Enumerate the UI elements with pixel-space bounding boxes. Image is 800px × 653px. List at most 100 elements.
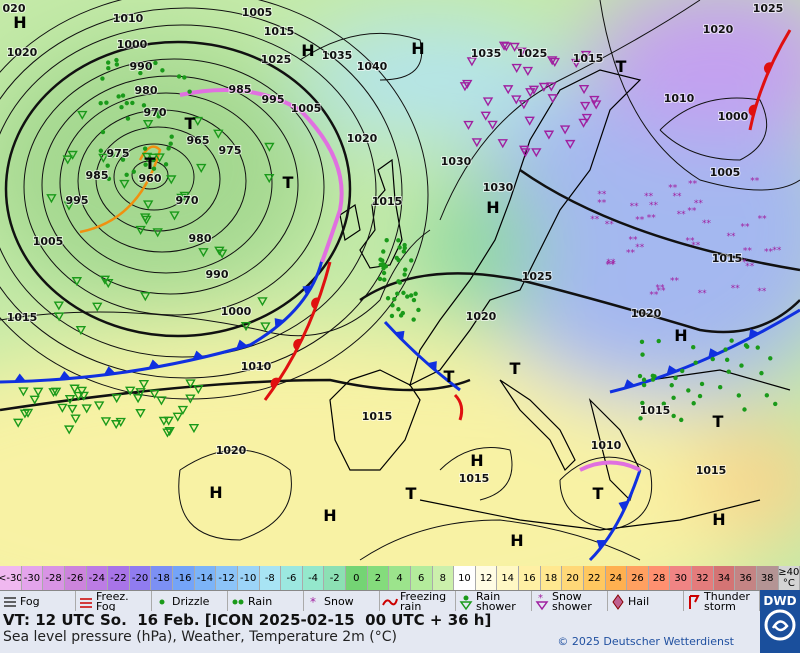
shower-symbol	[12, 418, 24, 428]
weather-symbols: ****************************************…	[12, 41, 782, 438]
rain-symbol	[723, 347, 728, 352]
rain-symbol	[141, 103, 147, 108]
shower-symbol	[64, 395, 76, 405]
shower-symbol	[75, 325, 87, 336]
temperature-cell: ≥40 °C	[778, 566, 800, 590]
rain-symbol	[382, 264, 387, 269]
snow-symbol: **	[635, 243, 645, 253]
isobar	[0, 229, 431, 337]
shower-symbol	[103, 278, 114, 289]
rain-symbol	[147, 64, 152, 69]
temperature-cell: -6	[281, 566, 303, 590]
isobar	[0, 378, 471, 412]
shower-symbol	[135, 409, 146, 419]
shower-symbol	[139, 213, 151, 223]
symbol-legend-item: Fog	[0, 591, 76, 612]
snow-symbol: **	[738, 258, 748, 268]
pressure-center: T	[406, 484, 417, 503]
symbol-label: Freez. Fog	[96, 589, 129, 613]
snow-symbol: **	[694, 199, 704, 209]
shower-symbol	[547, 56, 558, 66]
rain-symbol	[124, 172, 129, 177]
shower-symbol	[589, 95, 600, 105]
snow-symbol: **	[731, 284, 741, 294]
icon-part	[612, 593, 624, 610]
rain-symbol	[156, 114, 161, 119]
rain-symbol	[114, 57, 119, 63]
pressure-label: 970	[176, 194, 199, 207]
snow-symbol: **	[656, 287, 666, 297]
snow-symbol: **	[688, 179, 698, 189]
rain-symbol	[110, 152, 115, 158]
shower-symbol	[142, 120, 154, 130]
shower-symbol	[163, 416, 174, 426]
shower-symbol	[124, 386, 136, 396]
front-symbol	[311, 297, 320, 310]
temperature-cell: -14	[194, 566, 217, 590]
snow-symbol: **	[635, 215, 645, 225]
rain-symbol	[390, 303, 395, 308]
pressure-label: 1015	[640, 404, 671, 417]
shower-symbol	[132, 394, 144, 404]
rain-symbol	[773, 401, 778, 407]
rain-symbol	[397, 245, 402, 250]
snow-symbol: **	[590, 215, 600, 225]
temperature-cell: -26	[64, 566, 87, 590]
rain-symbol	[656, 338, 661, 344]
rain-symbol	[726, 369, 731, 374]
temperature-cell: 26	[627, 566, 649, 590]
snow-symbol: **	[649, 201, 659, 211]
front-symbol	[274, 318, 285, 329]
snow-symbol: **	[758, 214, 768, 224]
pressure-label: 990	[206, 268, 229, 281]
snow-symbol: **	[743, 247, 753, 257]
rain-symbol	[739, 363, 744, 368]
isobar	[95, 126, 221, 232]
rain-symbol	[392, 296, 397, 302]
pressure-center: T	[145, 154, 156, 173]
symbol-icon	[80, 597, 92, 608]
pressure-label: 1020	[631, 307, 662, 320]
shower-symbol	[50, 387, 62, 397]
rain-symbol	[163, 162, 169, 167]
pressure-label: 975	[107, 147, 130, 160]
isobar	[59, 92, 273, 274]
icon-part	[159, 599, 165, 604]
rain-symbol	[381, 270, 387, 276]
pressure-label: 020	[3, 2, 26, 15]
shower-symbol	[509, 42, 520, 52]
pressure-label: 990	[130, 60, 153, 73]
rain-symbol	[724, 357, 730, 363]
snow-symbol: **	[644, 192, 654, 202]
isobar	[359, 272, 800, 334]
snow-symbol: **	[745, 262, 755, 272]
temperature-cell: -30	[21, 566, 44, 590]
symbol-label: Snow	[324, 594, 354, 608]
shower-symbol	[581, 113, 593, 123]
shower-symbol	[69, 384, 80, 394]
rain-symbol	[401, 290, 406, 296]
map: ****************************************…	[0, 0, 800, 566]
logo-text: DWD	[763, 594, 797, 608]
rain-symbol	[697, 393, 703, 399]
rain-symbol	[160, 68, 165, 73]
pressure-label: 1000	[221, 305, 252, 318]
shower-symbol	[188, 423, 200, 434]
isobar	[559, 456, 653, 531]
rain-symbol	[416, 307, 421, 313]
shower-symbol	[214, 246, 225, 256]
snow-symbol: **	[607, 260, 617, 270]
rain-symbol	[169, 134, 174, 139]
icon-part	[80, 597, 92, 608]
shower-symbol	[169, 211, 180, 221]
shower-symbol	[138, 380, 150, 390]
front-symbol	[103, 366, 116, 375]
front-symbol	[748, 328, 760, 339]
shower-symbol	[565, 139, 576, 150]
pressure-center: T	[593, 484, 604, 503]
symbol-label: Thunder storm	[704, 589, 750, 613]
symbol-icon: *	[535, 593, 549, 610]
isobar	[23, 58, 325, 316]
front-symbol	[302, 285, 313, 296]
rain-symbol	[640, 400, 645, 406]
